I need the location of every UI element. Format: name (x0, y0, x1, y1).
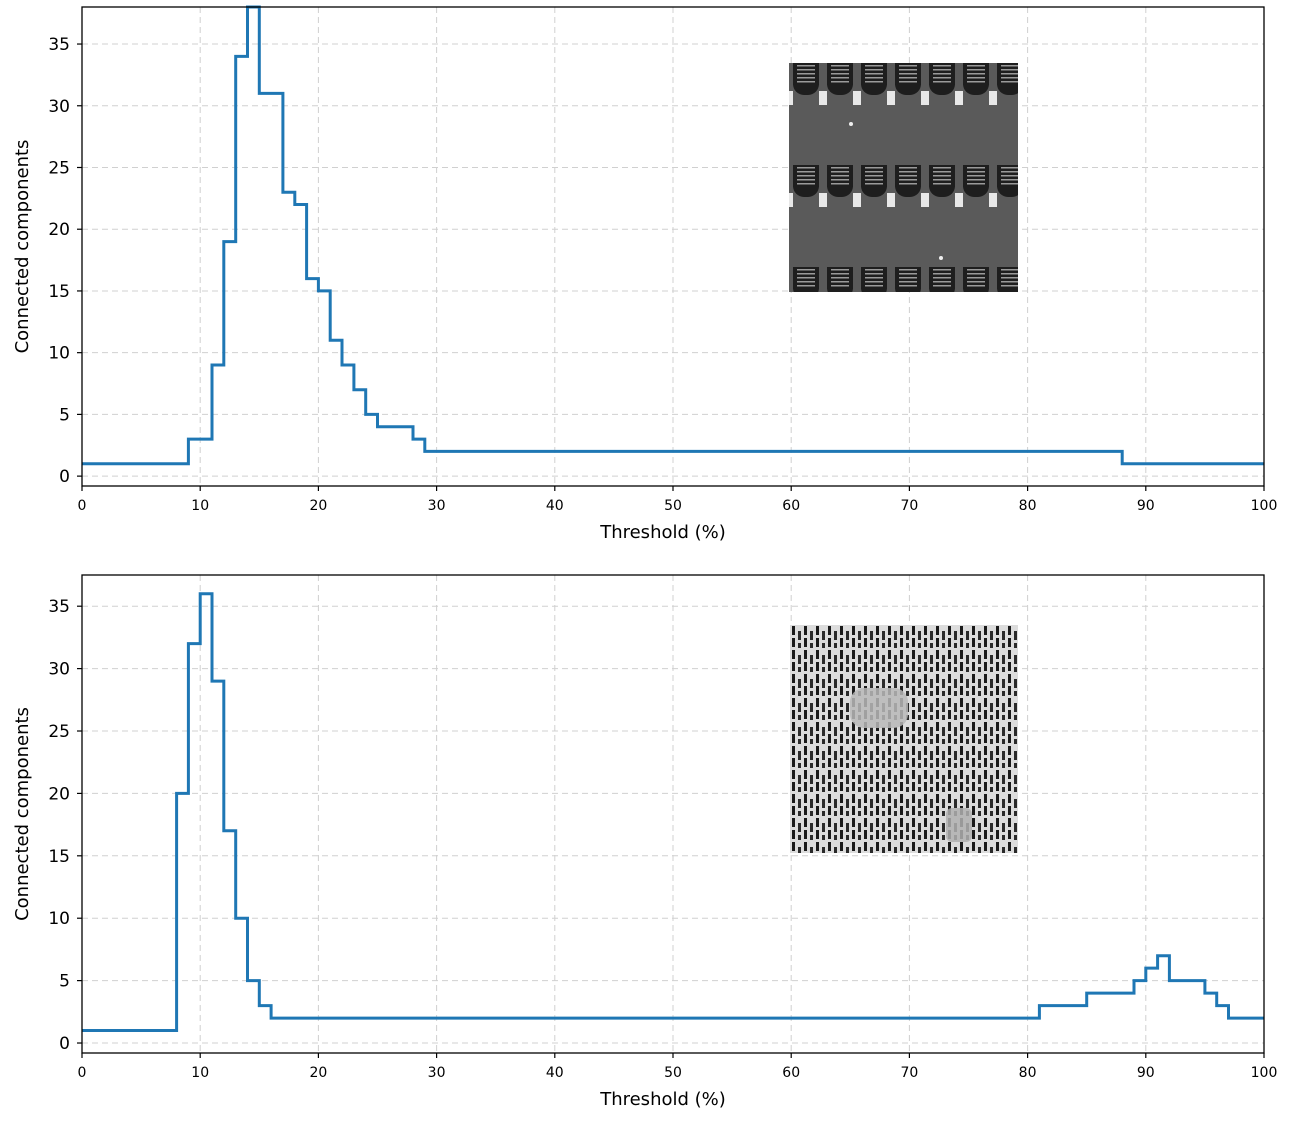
y-tick-label: 35 (48, 597, 70, 617)
grid (81, 575, 1265, 1053)
y-tick-label: 5 (59, 405, 70, 425)
x-axis-label: Threshold (%) (599, 1089, 726, 1110)
y-tick-label: 30 (48, 660, 70, 680)
x-axis: 0 10 20 30 40 50 60 70 80 90 100 (78, 1053, 1278, 1081)
y-tick-label: 30 (48, 97, 70, 117)
x-tick-label: 70 (900, 1065, 918, 1081)
series-line (82, 5, 1264, 466)
x-tick-label: 60 (782, 498, 800, 514)
grid (81, 7, 1265, 486)
y-axis: 0 5 10 15 20 25 30 35 (48, 597, 82, 1054)
x-tick-label: 10 (191, 1065, 209, 1081)
x-tick-label: 90 (1137, 1065, 1155, 1081)
x-tick-label: 40 (546, 498, 564, 514)
x-tick-label: 20 (309, 498, 327, 514)
y-tick-label: 0 (59, 467, 70, 487)
x-tick-label: 50 (664, 498, 682, 514)
x-tick-label: 10 (191, 498, 209, 514)
y-axis-label: Connected components (12, 707, 33, 921)
x-tick-label: 0 (78, 1065, 87, 1081)
x-tick-label: 80 (1019, 498, 1037, 514)
y-tick-label: 25 (48, 722, 70, 742)
y-tick-label: 20 (48, 784, 70, 804)
y-tick-label: 35 (48, 35, 70, 55)
y-tick-label: 10 (48, 909, 70, 929)
chart-panel-top: 0 10 20 30 40 50 60 70 80 90 100 0 5 10 15 20 25 30 35 Thre… (12, 5, 1278, 543)
x-tick-label: 20 (309, 1065, 327, 1081)
y-tick-label: 5 (59, 972, 70, 992)
inset-sem-image (790, 625, 1018, 853)
x-tick-label: 40 (546, 1065, 564, 1081)
y-tick-label: 15 (48, 847, 70, 867)
y-tick-label: 20 (48, 220, 70, 240)
x-tick-label: 30 (428, 1065, 446, 1081)
y-axis-label: Connected components (12, 140, 33, 354)
x-axis: 0 10 20 30 40 50 60 70 80 90 100 (78, 486, 1278, 514)
x-tick-label: 60 (782, 1065, 800, 1081)
y-tick-label: 15 (48, 282, 70, 302)
x-tick-label: 30 (428, 498, 446, 514)
x-tick-label: 100 (1251, 498, 1278, 514)
x-tick-label: 50 (664, 1065, 682, 1081)
series-line (82, 592, 1264, 1032)
y-axis: 0 5 10 15 20 25 30 35 (48, 35, 82, 487)
inset-sem-image (789, 63, 1018, 292)
x-tick-label: 100 (1251, 1065, 1278, 1081)
y-tick-label: 10 (48, 344, 70, 364)
x-tick-label: 70 (900, 498, 918, 514)
y-tick-label: 25 (48, 158, 70, 178)
y-tick-label: 0 (59, 1034, 70, 1054)
x-tick-label: 0 (78, 498, 87, 514)
x-tick-label: 80 (1019, 1065, 1037, 1081)
x-tick-label: 90 (1137, 498, 1155, 514)
x-axis-label: Threshold (%) (599, 522, 726, 543)
chart-panel-bottom: 0 10 20 30 40 50 60 70 80 90 100 0 5 10 15 20 25 30 35 Thre… (12, 574, 1278, 1110)
